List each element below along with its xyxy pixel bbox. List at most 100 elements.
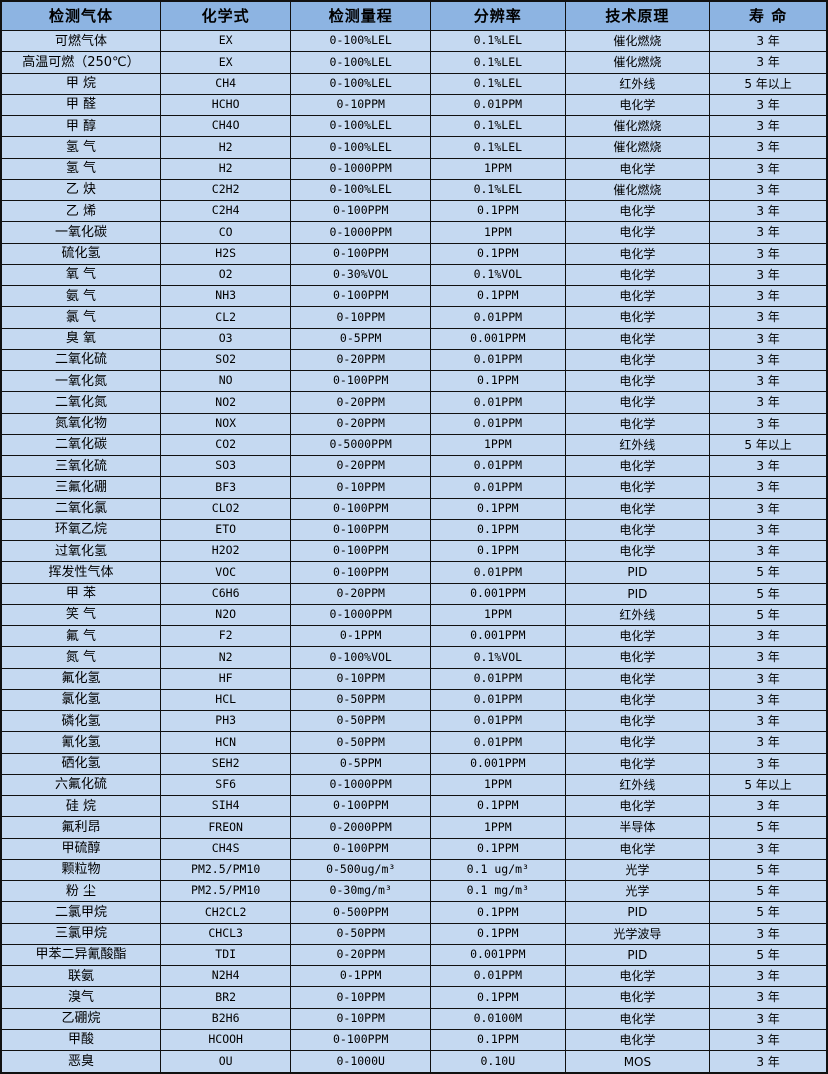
resolution-cell: 0.01PPM (430, 476, 566, 499)
gas-name-cell: 甲苯二异氰酸酯 (0, 943, 161, 967)
gas-name-cell: 二氧化碳 (0, 433, 161, 457)
resolution-cell: 1PPM (430, 603, 566, 627)
chemical-formula-cell: SEH2 (159, 752, 292, 775)
table-row: 甲 醛 HCHO 0-10PPM 0.01PPM 电化学 3 年 (0, 93, 828, 117)
gas-name-cell: 二氧化氯 (0, 497, 161, 520)
resolution-cell: 0.1PPM (430, 284, 566, 308)
lifespan-cell: 3 年 (709, 624, 828, 648)
chemical-formula-cell: CH2CL2 (159, 901, 292, 924)
table-row: 磷化氢 PH3 0-50PPM 0.01PPM 电化学 3 年 (0, 709, 828, 733)
table-row: 氟利昂 FREON 0-2000PPM 1PPM 半导体 5 年 (0, 816, 828, 839)
gas-name-cell: 六氟化硫 (0, 773, 161, 797)
technology-cell: PID (564, 901, 711, 924)
table-row: 高温可燃（250℃） EX 0-100%LEL 0.1%LEL 催化燃烧 3 年 (0, 51, 828, 74)
table-row: 甲硫醇 CH4S 0-100PPM 0.1PPM 电化学 3 年 (0, 837, 828, 860)
lifespan-cell: 3 年 (709, 497, 828, 520)
technology-cell: 半导体 (564, 816, 711, 839)
technology-cell: 红外线 (564, 433, 711, 457)
gas-name-cell: 氮氧化物 (0, 412, 161, 435)
detection-range-cell: 0-2000PPM (290, 816, 431, 839)
resolution-cell: 0.1PPM (430, 539, 566, 563)
technology-cell: 电化学 (564, 539, 711, 563)
detection-range-cell: 0-100%LEL (290, 72, 431, 95)
header-lifespan: 寿 命 (709, 0, 828, 31)
technology-cell: PID (564, 582, 711, 605)
lifespan-cell: 5 年 (709, 582, 828, 605)
chemical-formula-cell: B2H6 (159, 1007, 292, 1030)
resolution-cell: 0.0100M (430, 1007, 566, 1030)
resolution-cell: 0.1%LEL (430, 29, 566, 53)
table-row: 甲苯二异氰酸酯 TDI 0-20PPM 0.001PPM PID 5 年 (0, 943, 828, 967)
chemical-formula-cell: CO (159, 221, 292, 244)
chemical-formula-cell: HCHO (159, 93, 292, 117)
resolution-cell: 0.10U (430, 1050, 566, 1074)
detection-range-cell: 0-1000U (290, 1050, 431, 1074)
technology-cell: 电化学 (564, 964, 711, 988)
table-row: 氧 气 O2 0-30%VOL 0.1%VOL 电化学 3 年 (0, 263, 828, 287)
chemical-formula-cell: SF6 (159, 773, 292, 797)
detection-range-cell: 0-100PPM (290, 242, 431, 265)
lifespan-cell: 3 年 (709, 1007, 828, 1030)
lifespan-cell: 5 年 (709, 879, 828, 903)
gas-name-cell: 硅 烷 (0, 794, 161, 818)
table-row: 硒化氢 SEH2 0-5PPM 0.001PPM 电化学 3 年 (0, 752, 828, 775)
technology-cell: 电化学 (564, 986, 711, 1009)
gas-name-cell: 恶臭 (0, 1050, 161, 1074)
lifespan-cell: 3 年 (709, 688, 828, 712)
gas-name-cell: 氢 气 (0, 136, 161, 159)
lifespan-cell: 3 年 (709, 263, 828, 287)
lifespan-cell: 5 年 (709, 901, 828, 924)
gas-name-cell: 粉 尘 (0, 879, 161, 903)
chemical-formula-cell: H2 (159, 136, 292, 159)
technology-cell: 电化学 (564, 221, 711, 244)
detection-range-cell: 0-100%LEL (290, 114, 431, 138)
detection-range-cell: 0-30mg/m³ (290, 879, 431, 903)
technology-cell: 红外线 (564, 72, 711, 95)
lifespan-cell: 3 年 (709, 922, 828, 945)
detection-range-cell: 0-1000PPM (290, 157, 431, 180)
resolution-cell: 0.1 mg/m³ (430, 879, 566, 903)
technology-cell: 电化学 (564, 497, 711, 520)
table-row: 颗粒物 PM2.5/PM10 0-500ug/m³ 0.1 ug/m³ 光学 5 年 (0, 858, 828, 882)
table-row: 甲酸 HCOOH 0-100PPM 0.1PPM 电化学 3 年 (0, 1028, 828, 1052)
gas-name-cell: 过氧化氢 (0, 539, 161, 563)
lifespan-cell: 3 年 (709, 178, 828, 202)
resolution-cell: 1PPM (430, 773, 566, 797)
chemical-formula-cell: PM2.5/PM10 (159, 879, 292, 903)
detection-range-cell: 0-100%VOL (290, 646, 431, 669)
gas-name-cell: 三氧化硫 (0, 454, 161, 478)
header-gas-name: 检测气体 (0, 0, 161, 31)
table-row: 二氧化氯 CLO2 0-100PPM 0.1PPM 电化学 3 年 (0, 497, 828, 520)
table-row: 氢 气 H2 0-100%LEL 0.1%LEL 催化燃烧 3 年 (0, 136, 828, 159)
lifespan-cell: 5 年 (709, 816, 828, 839)
table-row: 二氯甲烷 CH2CL2 0-500PPM 0.1PPM PID 5 年 (0, 901, 828, 924)
detection-range-cell: 0-100PPM (290, 369, 431, 393)
chemical-formula-cell: EX (159, 29, 292, 53)
header-row: 检测气体 化学式 检测量程 分辨率 技术原理 寿 命 (0, 0, 828, 31)
lifespan-cell: 3 年 (709, 157, 828, 180)
lifespan-cell: 3 年 (709, 29, 828, 53)
resolution-cell: 1PPM (430, 816, 566, 839)
table-row: 环氧乙烷 ETO 0-100PPM 0.1PPM 电化学 3 年 (0, 518, 828, 542)
gas-name-cell: 氨 气 (0, 284, 161, 308)
chemical-formula-cell: NH3 (159, 284, 292, 308)
gas-name-cell: 甲 苯 (0, 582, 161, 605)
chemical-formula-cell: SO2 (159, 348, 292, 372)
detection-range-cell: 0-30%VOL (290, 263, 431, 287)
detection-range-cell: 0-50PPM (290, 688, 431, 712)
chemical-formula-cell: HCN (159, 731, 292, 754)
gas-name-cell: 一氧化碳 (0, 221, 161, 244)
table-body: 可燃气体 EX 0-100%LEL 0.1%LEL 催化燃烧 3 年高温可燃（250℃） E… (0, 29, 828, 1074)
lifespan-cell: 3 年 (709, 412, 828, 435)
lifespan-cell: 3 年 (709, 114, 828, 138)
resolution-cell: 0.1PPM (430, 901, 566, 924)
table-row: 挥发性气体 VOC 0-100PPM 0.01PPM PID 5 年 (0, 561, 828, 584)
header-technology: 技术原理 (564, 0, 711, 31)
resolution-cell: 0.1PPM (430, 922, 566, 945)
technology-cell: 电化学 (564, 709, 711, 733)
gas-name-cell: 氰化氢 (0, 731, 161, 754)
gas-name-cell: 三氯甲烷 (0, 922, 161, 945)
table-row: 六氟化硫 SF6 0-1000PPM 1PPM 红外线 5 年以上 (0, 773, 828, 797)
detection-range-cell: 0-10PPM (290, 93, 431, 117)
